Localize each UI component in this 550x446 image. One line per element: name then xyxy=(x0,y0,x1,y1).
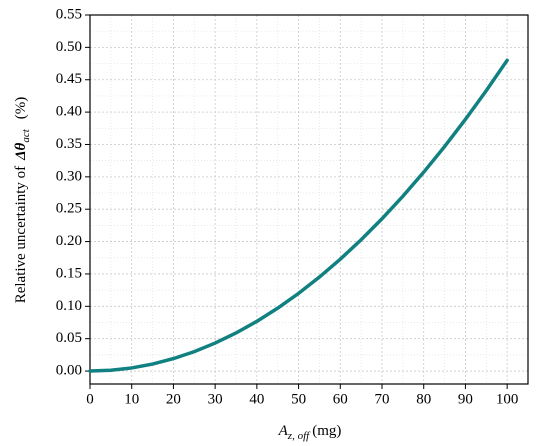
plot-frame xyxy=(89,14,529,385)
x-tick-label: 80 xyxy=(416,391,431,407)
x-label-sub: z, off xyxy=(287,430,311,442)
y-tick-label: 0.50 xyxy=(56,39,82,55)
y-tick-label: 0.10 xyxy=(56,298,82,314)
x-tick-label: 40 xyxy=(249,391,264,407)
y-tick-label: 0.40 xyxy=(56,104,82,120)
y-tick-label: 0.30 xyxy=(56,168,82,184)
y-axis-label: Relative uncertainty of Δθact (%) xyxy=(13,97,31,304)
x-tick-label: 70 xyxy=(375,391,390,407)
y-tick-label: 0.25 xyxy=(56,201,82,217)
x-tick-label: 100 xyxy=(496,391,519,407)
data-line xyxy=(88,58,509,373)
x-label-unit: (mg) xyxy=(312,423,341,439)
y-label-sub: act xyxy=(20,128,32,142)
y-tick-label: 0.00 xyxy=(56,362,82,378)
grid xyxy=(89,14,528,384)
y-tick-label: 0.35 xyxy=(56,136,82,152)
x-tick-label: 0 xyxy=(86,391,94,407)
y-tick-label: 0.45 xyxy=(56,71,82,87)
y-tick-label: 0.20 xyxy=(56,233,82,249)
y-tick-label: 0.15 xyxy=(56,265,82,281)
x-tick-label: 50 xyxy=(291,391,306,407)
x-label-main: A xyxy=(278,423,289,439)
y-label-unit: (%) xyxy=(13,97,29,120)
y-tick-label: 0.05 xyxy=(56,330,82,346)
x-tick-label: 30 xyxy=(208,391,223,407)
x-tick-label: 10 xyxy=(124,391,139,407)
x-tick-label: 60 xyxy=(333,391,348,407)
x-tick-label: 90 xyxy=(458,391,473,407)
x-tick-label: 20 xyxy=(166,391,181,407)
y-label-symbol: Δθ xyxy=(13,142,29,160)
x-axis-label: Az, off (mg) xyxy=(278,423,342,441)
y-label-text: Relative uncertainty of xyxy=(13,166,29,303)
y-tick-label: 0.55 xyxy=(56,6,82,22)
